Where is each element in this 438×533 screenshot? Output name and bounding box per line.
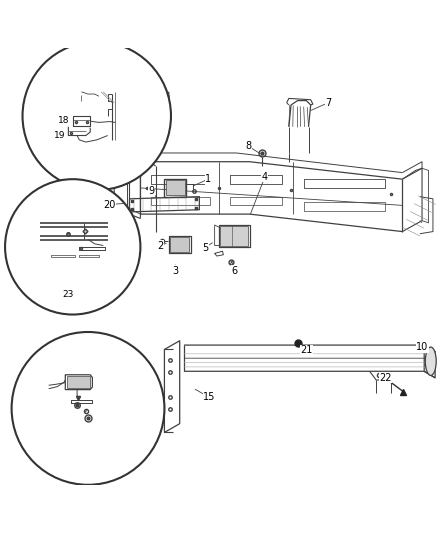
Text: 22: 22 <box>380 373 392 383</box>
Text: 1: 1 <box>205 174 211 184</box>
Circle shape <box>12 332 164 485</box>
Bar <box>67 376 90 389</box>
Text: 20: 20 <box>104 199 116 209</box>
Bar <box>166 181 185 195</box>
Text: 9: 9 <box>148 187 154 196</box>
Circle shape <box>22 42 171 190</box>
Text: 2: 2 <box>157 240 163 251</box>
Text: 8: 8 <box>246 141 252 151</box>
Text: 7: 7 <box>325 98 331 108</box>
Bar <box>170 237 189 252</box>
Bar <box>67 376 90 389</box>
Text: 15: 15 <box>203 392 215 402</box>
Text: 6: 6 <box>232 266 238 276</box>
Text: 4: 4 <box>262 172 268 182</box>
Text: 3: 3 <box>172 266 178 276</box>
Text: 23: 23 <box>63 290 74 300</box>
Text: 19: 19 <box>54 131 65 140</box>
Ellipse shape <box>425 347 436 375</box>
Text: 5: 5 <box>202 243 208 253</box>
Text: 10: 10 <box>416 342 428 352</box>
Text: 18: 18 <box>58 116 70 125</box>
Bar <box>220 227 248 246</box>
Text: 21: 21 <box>300 345 312 356</box>
Circle shape <box>5 179 141 314</box>
